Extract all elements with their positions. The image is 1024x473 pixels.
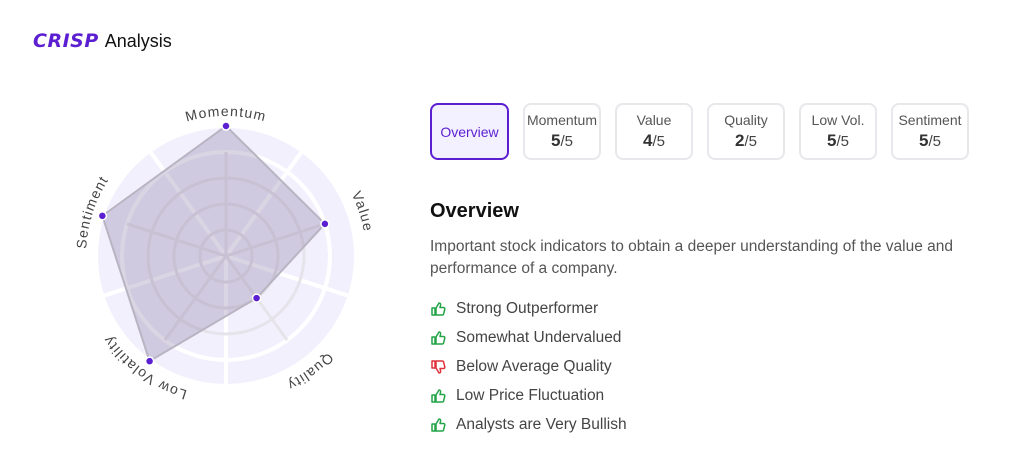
indicator-text: Low Price Fluctuation [456,387,605,405]
page-title: Analysis [104,30,172,51]
indicator-text: Below Average Quality [456,357,612,375]
sector-divider [147,149,228,258]
data-point [97,211,108,221]
crisp-logo: CRISP [33,30,99,52]
thumbs-down-icon [431,360,446,374]
tab-quality[interactable]: Quality 2/5 [707,103,785,160]
tab-score: 5/5 [551,131,573,150]
sector-divider [224,149,305,258]
axis-label: Momentum [184,103,269,124]
indicator-item: Somewhat Undervalued [430,323,627,352]
data-point [251,293,262,303]
tab-label: Quality [724,112,768,128]
tab-low-vol[interactable]: Low Vol. 5/5 [799,103,877,160]
tab-score: 5/5 [919,131,941,150]
tab-bar: Overview Momentum 5/5 Value 4/5 Quality 2/5… [430,103,969,160]
indicator-item: Analysts are Very Bullish [430,411,627,440]
grid-spoke [225,222,326,258]
indicator-item: Below Average Quality [430,352,627,381]
tab-value[interactable]: Value 4/5 [615,103,693,160]
tab-label: Sentiment [898,112,962,128]
sector-divider [101,254,227,299]
thumbs-up-icon [431,389,446,403]
data-point [221,121,231,131]
tab-sentiment[interactable]: Sentiment 5/5 [891,103,969,160]
tab-label: Low Vol. [811,112,865,128]
thumbs-up-icon [431,331,446,345]
thumbs-up-icon [431,301,446,316]
overview-title: Overview [430,200,519,222]
indicator-item: Strong Outperformer [430,294,627,323]
indicator-text: Somewhat Undervalued [456,328,622,346]
tab-score: 2/5 [735,131,757,150]
tab-label: Value [636,112,672,128]
thumbs-up-icon [431,418,446,433]
tab-score: 5/5 [827,131,849,150]
indicator-list: Strong Outperformer Somewhat Undervalued B… [430,294,627,440]
axis-label: Value [349,188,377,233]
header: CRISP Analysis [33,30,172,52]
radar-area [101,124,327,363]
overview-description: Important stock indicators to obtain a d… [430,238,954,277]
tab-overview[interactable]: Overview [430,103,509,160]
tab-momentum[interactable]: Momentum 5/5 [523,103,601,160]
tab-label: Overview [440,123,499,140]
grid-spoke [126,222,227,258]
indicator-text: Analysts are Very Bullish [456,416,627,434]
indicator-item: Low Price Fluctuation [430,382,627,411]
tab-score: 4/5 [643,131,665,150]
tab-label: Momentum [526,112,598,128]
data-point [320,219,330,229]
indicator-text: Strong Outperformer [456,299,599,317]
data-point [144,356,155,366]
sector-divider [225,254,351,299]
grid-spoke [163,255,228,342]
